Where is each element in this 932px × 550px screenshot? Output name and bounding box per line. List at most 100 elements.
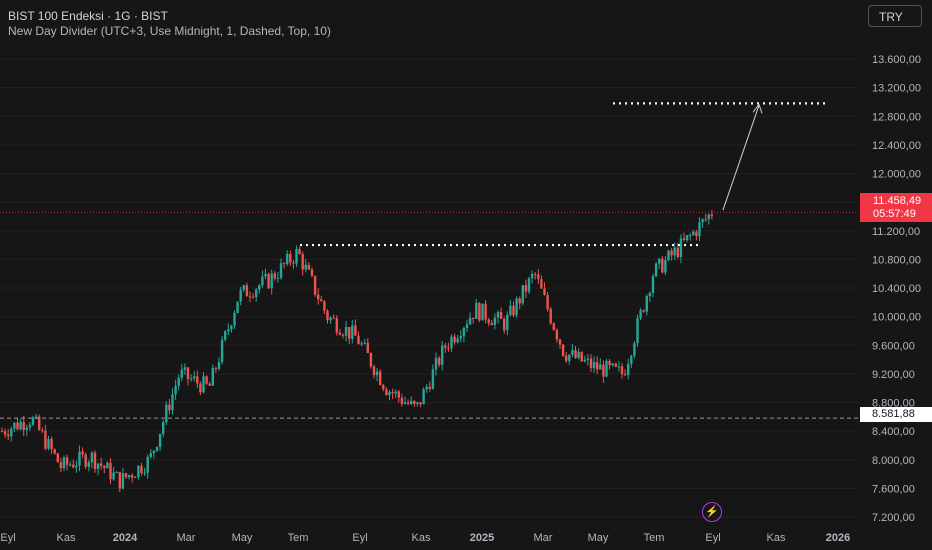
candle-body [385, 389, 388, 396]
price-tick-label: 8.000,00 [872, 455, 915, 467]
candle-body [168, 404, 171, 411]
candle-body [670, 250, 673, 256]
candle-body [211, 367, 214, 386]
bar-countdown: 05:57:49 [873, 208, 916, 220]
candle-body [503, 318, 506, 331]
candle-body [180, 369, 183, 378]
candle-body [41, 429, 44, 431]
indicator-legend[interactable]: New Day Divider (UTC+3, Use Midnight, 1,… [8, 24, 331, 38]
candle-body [127, 475, 131, 478]
price-axis[interactable]: 7.200,00 7.600,00 8.000,00 8.400,00 8.800,00… [872, 54, 921, 524]
candle-body [329, 317, 332, 321]
candle-body [388, 391, 391, 396]
time-tick-label: Tem [644, 532, 665, 544]
time-tick-label: May [232, 532, 253, 544]
candle-body [165, 404, 168, 423]
candle-body [155, 446, 159, 451]
candle-body [397, 391, 400, 398]
candle-body [475, 303, 478, 319]
target-arrow [722, 105, 760, 211]
candle-body [152, 450, 156, 454]
candle-body [140, 465, 143, 474]
time-axis[interactable]: Eyl Kas 2024 Mar May Tem Eyl Kas 2025 Mar May Tem Ey… [0, 532, 850, 544]
candle-body [31, 417, 35, 425]
candle-body [90, 452, 94, 463]
candle-body [0, 431, 4, 433]
candle-body [106, 462, 109, 469]
candle-body [633, 343, 636, 356]
candle-body [335, 318, 338, 333]
candle-body [685, 235, 689, 241]
candle-body [69, 464, 72, 466]
candle-body [22, 421, 25, 431]
candle-body [230, 325, 233, 330]
candle-body [295, 248, 298, 264]
candle-body [561, 344, 565, 356]
candle-body [493, 317, 497, 326]
candle-body [416, 402, 419, 405]
candle-body [186, 367, 190, 380]
candle-body [162, 422, 165, 434]
candle-body [437, 357, 441, 365]
lightning-icon[interactable]: ⚡ [702, 502, 722, 522]
candle-body [444, 345, 447, 348]
candle-body [84, 454, 87, 467]
candle-body [639, 310, 642, 319]
candle-body [509, 305, 512, 315]
candle-body [382, 385, 385, 390]
candle-body [242, 285, 245, 290]
candle-body [518, 298, 521, 304]
candle-body [103, 465, 106, 469]
candle-body [245, 285, 249, 297]
candle-body [456, 338, 459, 343]
candle-body [279, 263, 283, 278]
candle-body [276, 277, 280, 279]
candle-body [267, 273, 270, 289]
candle-body [360, 343, 363, 345]
candle-body [16, 422, 19, 430]
candle-body [524, 285, 528, 292]
candle-body [689, 234, 692, 236]
candle-body [642, 310, 645, 312]
time-tick-label: May [588, 532, 609, 544]
candle-body [217, 361, 221, 369]
candle-body [527, 278, 531, 292]
candle-body [627, 363, 630, 376]
currency-button[interactable]: TRY [868, 5, 922, 27]
chart-overlays [0, 102, 858, 419]
time-tick-label: Mar [177, 532, 196, 544]
candle-body [50, 438, 53, 450]
candle-body [403, 402, 407, 404]
candle-body [701, 219, 704, 223]
candle-body [251, 296, 255, 298]
candle-body [270, 273, 273, 289]
candle-body [698, 222, 701, 237]
candle-body [28, 424, 32, 428]
candle-body [177, 377, 180, 386]
candle-body [7, 434, 10, 437]
candle-body [450, 336, 453, 349]
candle-body [317, 294, 320, 300]
candle-body [707, 214, 710, 220]
candle-body [602, 364, 605, 377]
chart-grid [0, 58, 858, 518]
candle-body [189, 378, 193, 380]
candle-body [614, 363, 617, 367]
candle-body [543, 288, 546, 295]
candle-body [496, 312, 500, 318]
candle-body [704, 219, 707, 221]
candle-body [645, 296, 648, 312]
candle-body [134, 477, 137, 479]
candle-body [577, 351, 580, 358]
candle-body [78, 451, 81, 466]
candle-body [344, 327, 348, 336]
price-tick-label: 8.400,00 [872, 426, 915, 438]
candle-body [121, 473, 125, 489]
candle-body [59, 462, 63, 469]
candle-body [654, 263, 658, 277]
symbol-title[interactable]: BIST 100 Endeksi · 1G · BIST [8, 9, 168, 23]
candle-body [487, 319, 490, 324]
candle-body [406, 402, 410, 404]
candle-body [273, 273, 276, 279]
